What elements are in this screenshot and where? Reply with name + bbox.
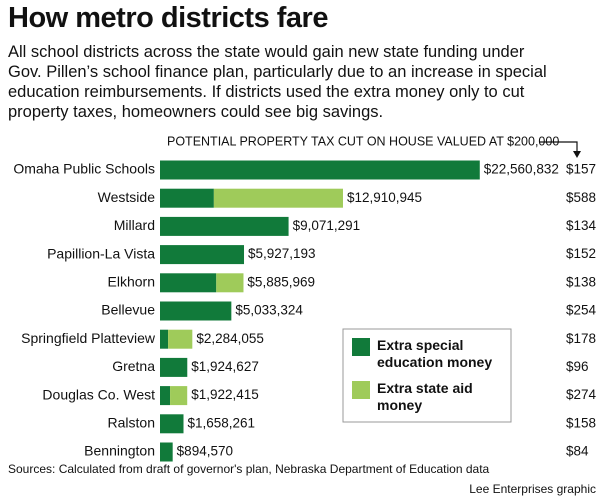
- legend-swatch: [352, 381, 370, 399]
- arrow-head: [573, 151, 581, 158]
- subtitle-line: education reimbursements. If districts u…: [8, 83, 525, 101]
- column-title: POTENTIAL PROPERTY TAX CUT ON HOUSE VALU…: [167, 134, 559, 148]
- bar-segment: [160, 216, 289, 236]
- category-label: Springfield Platteview: [21, 330, 156, 346]
- tax-cut-label: $84: [566, 444, 589, 459]
- tax-cut-label: $158: [566, 415, 596, 430]
- bar-segment: [160, 414, 184, 434]
- legend-label: Extra special education money: [377, 337, 493, 370]
- bar-segment: [160, 386, 171, 406]
- category-label: Omaha Public Schools: [13, 161, 155, 177]
- subtitle: All school districts across the state wo…: [8, 42, 603, 122]
- tax-cut-label: $178: [566, 331, 596, 346]
- total-label: $22,560,832: [484, 162, 559, 177]
- category-label: Bellevue: [101, 302, 155, 318]
- category-label: Papillion-La Vista: [47, 245, 155, 261]
- subtitle-line: Gov. Pillen’s school finance plan, parti…: [8, 63, 547, 81]
- total-label: $5,033,324: [235, 303, 303, 318]
- arrow: [540, 141, 578, 153]
- tax-cut-label: $157: [566, 162, 596, 177]
- tax-cut-label: $138: [566, 274, 596, 289]
- bar-segment: [170, 386, 188, 406]
- tax-cut-label: $254: [566, 303, 597, 318]
- tax-cut-label: $588: [566, 190, 596, 205]
- category-label: Millard: [114, 217, 155, 233]
- legend-swatch: [352, 338, 370, 356]
- bar-segment: [160, 329, 169, 349]
- bar-segment: [160, 442, 173, 462]
- category-label: Elkhorn: [108, 274, 155, 290]
- total-label: $9,071,291: [293, 218, 361, 233]
- legend-box: [342, 328, 512, 423]
- total-label: $1,924,627: [191, 359, 259, 374]
- chart-title: How metro districts fare: [8, 2, 328, 34]
- category-label: Bennington: [84, 443, 155, 459]
- bar-segment: [160, 188, 214, 208]
- category-label: Westside: [98, 189, 156, 205]
- bar-segment: [160, 245, 245, 265]
- category-label: Douglas Co. West: [42, 386, 155, 402]
- subtitle-line: property taxes, homeowners could see big…: [8, 103, 384, 121]
- total-label: $1,658,261: [188, 415, 256, 430]
- tax-cut-label: $134: [566, 218, 597, 233]
- bar-segment: [168, 329, 193, 349]
- total-label: $894,570: [177, 444, 233, 459]
- bar-segment: [160, 273, 217, 293]
- total-label: $12,910,945: [347, 190, 422, 205]
- total-label: $5,885,969: [247, 274, 315, 289]
- category-label: Gretna: [112, 358, 155, 374]
- total-label: $5,927,193: [248, 246, 316, 261]
- total-label: $2,284,055: [196, 331, 264, 346]
- legend-label: Extra state aid money: [377, 380, 473, 413]
- total-label: $1,922,415: [191, 387, 259, 402]
- bar-segment: [160, 160, 480, 180]
- tax-cut-label: $152: [566, 246, 596, 261]
- source: Sources: Calculated from draft of govern…: [8, 462, 490, 476]
- bar-segment: [160, 357, 188, 377]
- bar-segment: [213, 188, 343, 208]
- bar-segment: [216, 273, 244, 293]
- tax-cut-label: $274: [566, 387, 597, 402]
- tax-cut-label: $96: [566, 359, 589, 374]
- credit: Lee Enterprises graphic: [469, 482, 596, 496]
- bar-segment: [160, 301, 232, 321]
- category-label: Ralston: [108, 415, 155, 431]
- subtitle-line: All school districts across the state wo…: [8, 43, 525, 61]
